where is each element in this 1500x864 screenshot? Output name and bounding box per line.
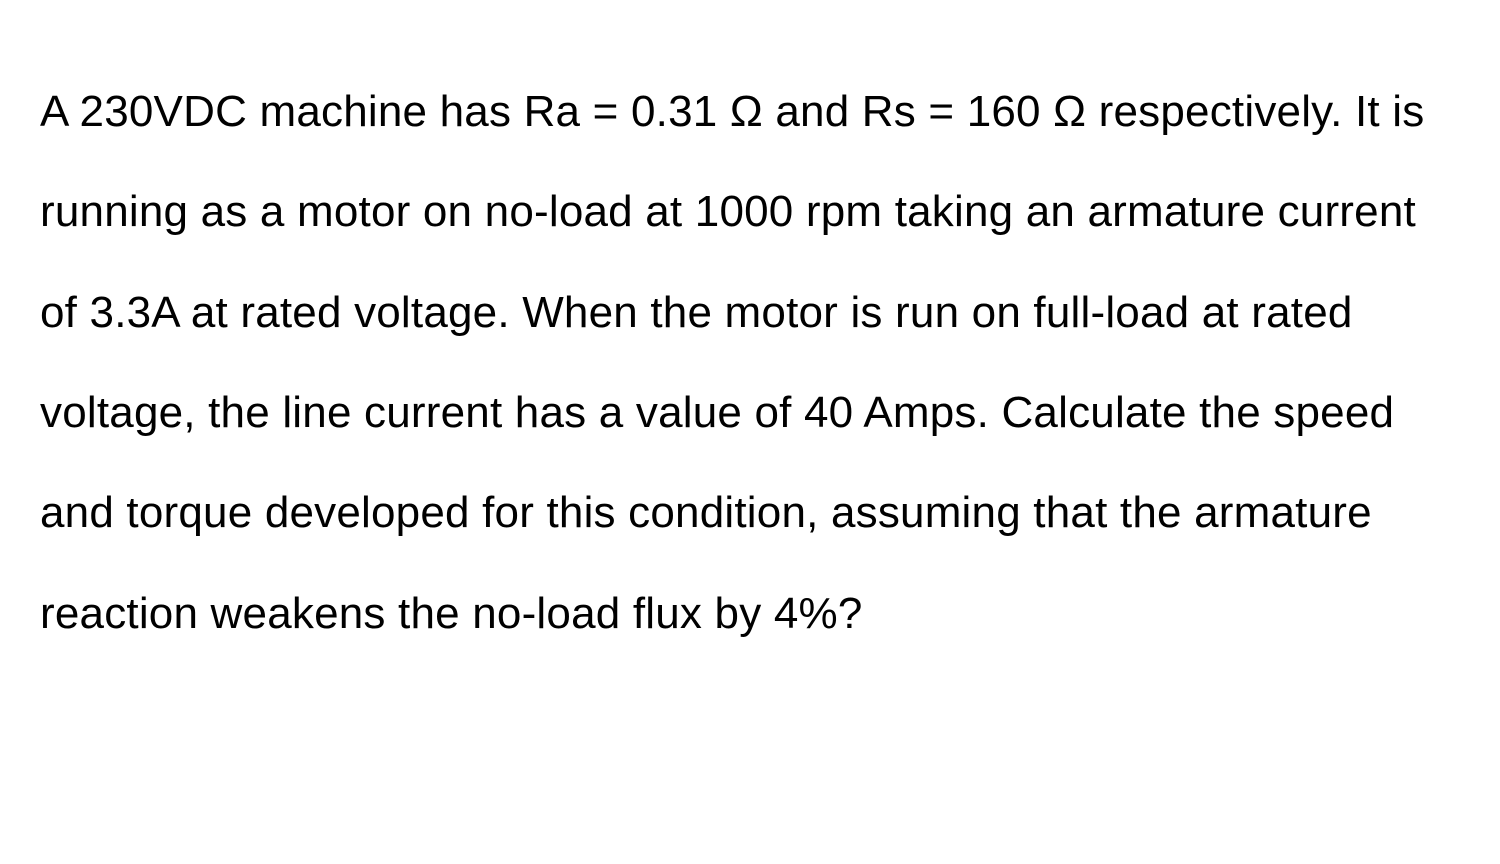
problem-statement: A 230VDC machine has Ra = 0.31 Ω and Rs … [40,62,1460,664]
document-page: A 230VDC machine has Ra = 0.31 Ω and Rs … [0,0,1500,864]
